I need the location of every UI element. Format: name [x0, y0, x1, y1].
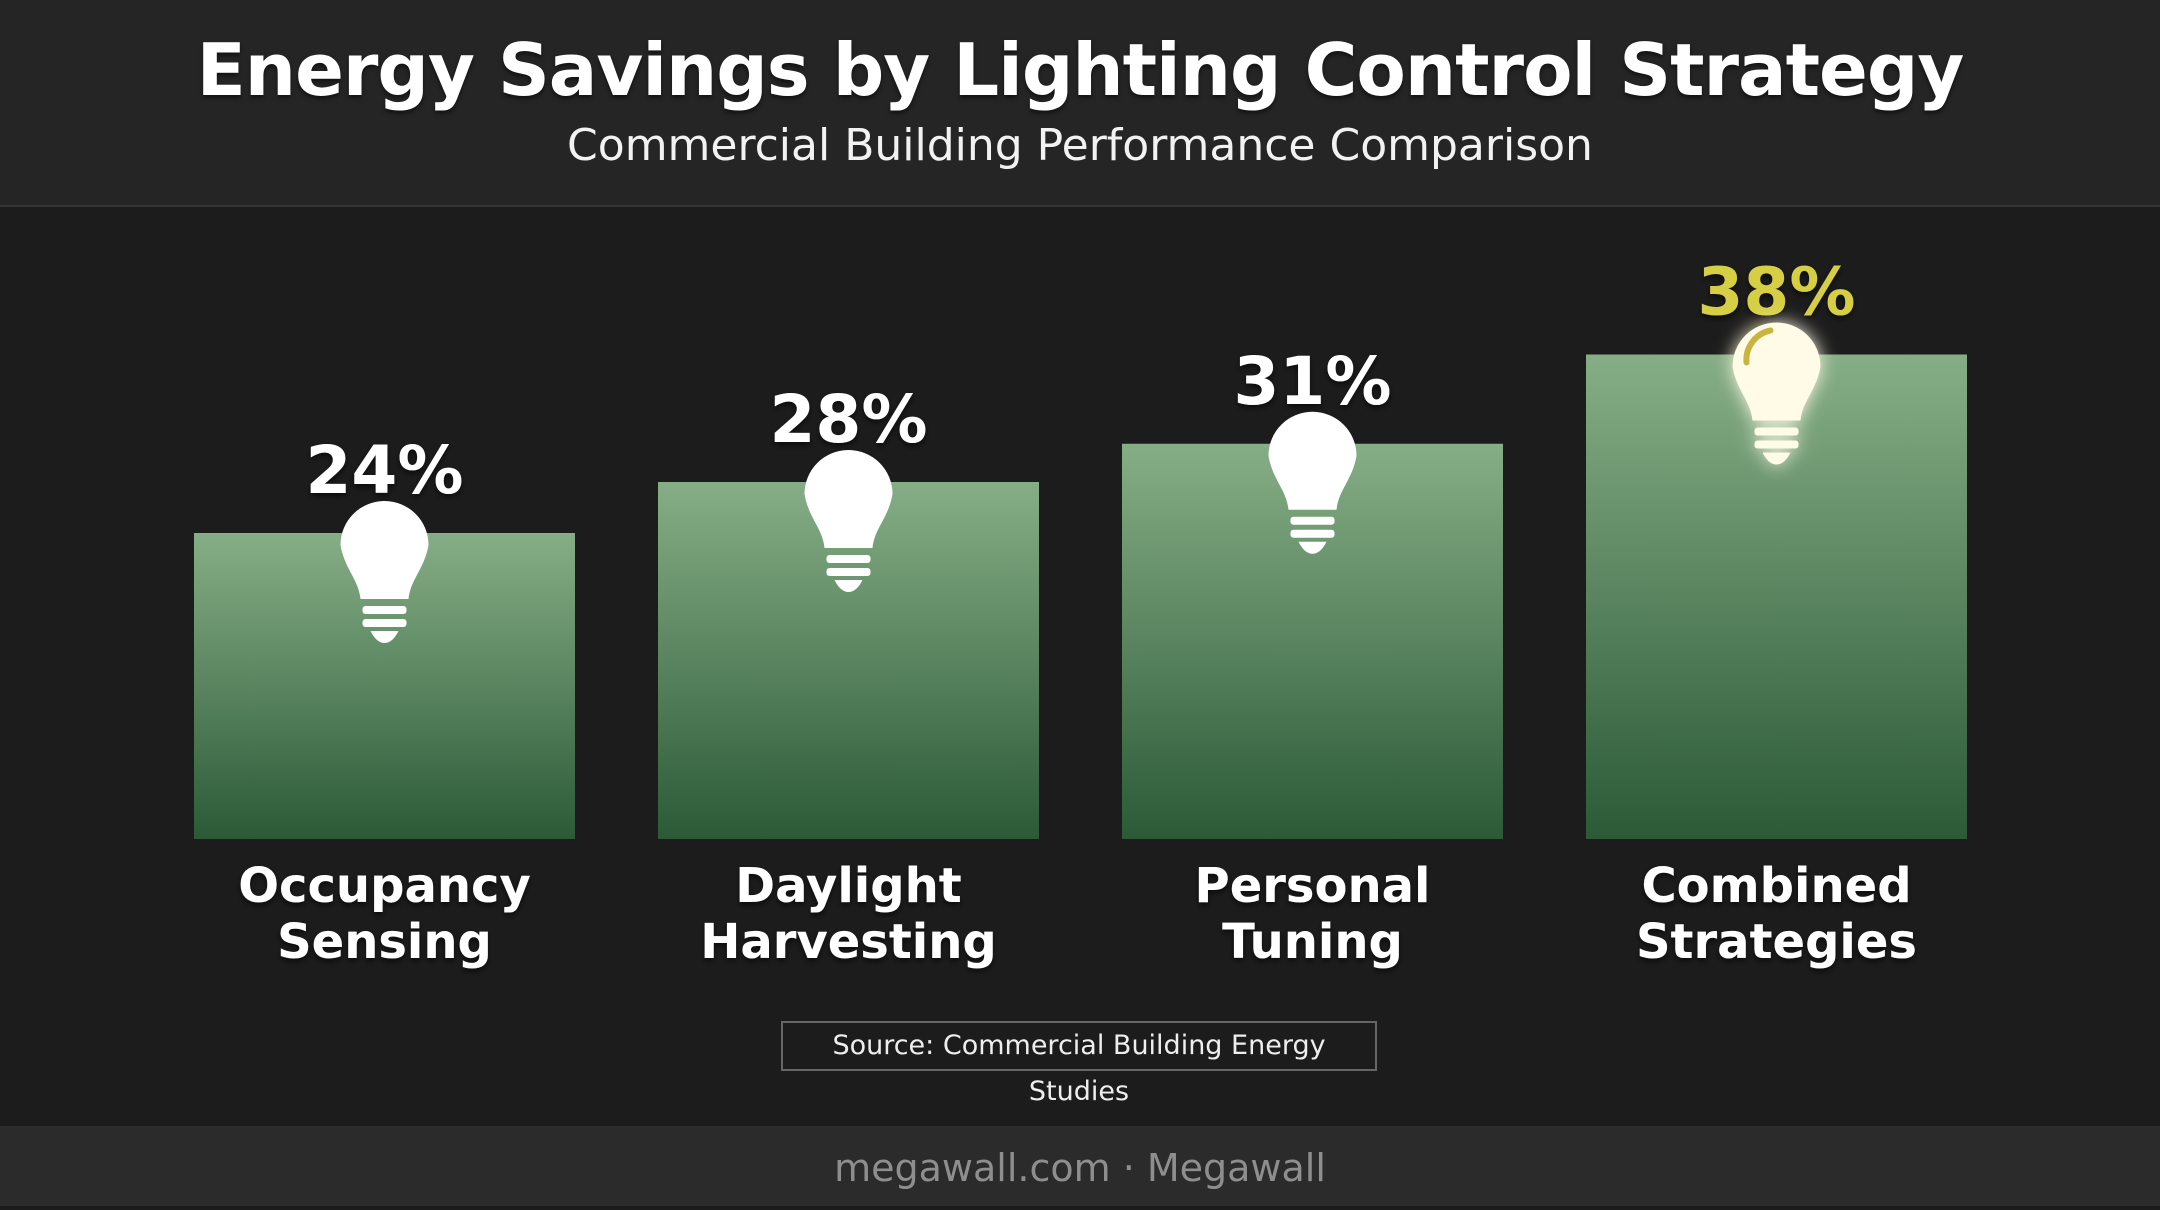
footer-credit: megawall.com · Megawall: [0, 1126, 2160, 1206]
chart-title: Energy Savings by Lighting Control Strat…: [196, 28, 1965, 112]
category-label-2: Daylight Harvesting: [700, 858, 997, 970]
data-label-2: 28%: [770, 381, 928, 458]
category-label-3: Personal Tuning: [1195, 858, 1431, 970]
bar-chart: 24% Occupancy Sensing 28% Daylight Harvesting…: [194, 254, 1967, 970]
category-label-4: Combined Strategies: [1636, 858, 1917, 970]
data-label-3: 31%: [1234, 343, 1392, 420]
category-label-1: Occupancy Sensing: [238, 858, 531, 970]
source-note: Source: Commercial Building Energy Studi…: [781, 1021, 1377, 1107]
header: Energy Savings by Lighting Control Strat…: [0, 0, 2160, 207]
chart-subtitle: Commercial Building Performance Comparis…: [567, 120, 1593, 171]
data-label-1: 24%: [306, 432, 464, 509]
data-label-4: 38%: [1698, 254, 1856, 331]
bar-4: [1586, 354, 1967, 839]
lightbulb-icon: [340, 501, 429, 643]
lightbulb-icon: [1268, 411, 1357, 554]
lightbulb-icon: [804, 450, 893, 592]
lightbulb-icon: [1732, 322, 1821, 465]
